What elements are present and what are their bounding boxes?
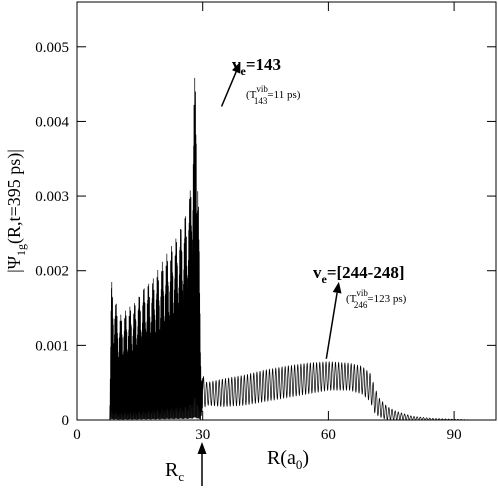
annotation-arrowhead-v244 [332, 281, 342, 294]
annotation-arrow-v143 [220, 71, 237, 107]
x-tick-label: 90 [447, 427, 462, 443]
y-tick-label: 0 [62, 413, 70, 429]
annotation-arrow-v244 [325, 292, 338, 359]
x-tick-label: 60 [321, 427, 336, 443]
series-layer [109, 77, 488, 421]
annotation-v143-label: ve=143 [232, 55, 281, 78]
annotation-v143-period: (Tvib 143=11 ps) [246, 84, 301, 106]
y-tick-label: 0.002 [35, 264, 69, 280]
axis-ticks: 0 30 60 90 0 0.001 0.002 0.003 0.004 0.005 [35, 2, 496, 443]
y-tick-label: 0.001 [35, 338, 69, 354]
y-tick-label: 0.003 [35, 189, 69, 205]
rc-marker-label: Rc [165, 459, 184, 484]
x-axis-label: R(a0) [267, 447, 309, 472]
annotation-v244-label: ve=[244-248] [313, 263, 405, 286]
plot-frame [76, 1, 497, 421]
y-axis-label: |Ψ1g(R,t=395 ps)| [4, 149, 28, 273]
rc-marker-arrow [197, 442, 207, 486]
y-tick-label: 0.004 [35, 114, 69, 130]
annotation-arrowhead-v143 [232, 61, 241, 74]
annotations-layer [220, 61, 342, 359]
annotation-v244-period: (Tvib 246=123 ps) [346, 288, 407, 310]
y-tick-label: 0.005 [35, 40, 69, 56]
x-tick-label: 0 [73, 427, 81, 443]
series-line [109, 77, 488, 421]
x-tick-label: 30 [195, 427, 210, 443]
